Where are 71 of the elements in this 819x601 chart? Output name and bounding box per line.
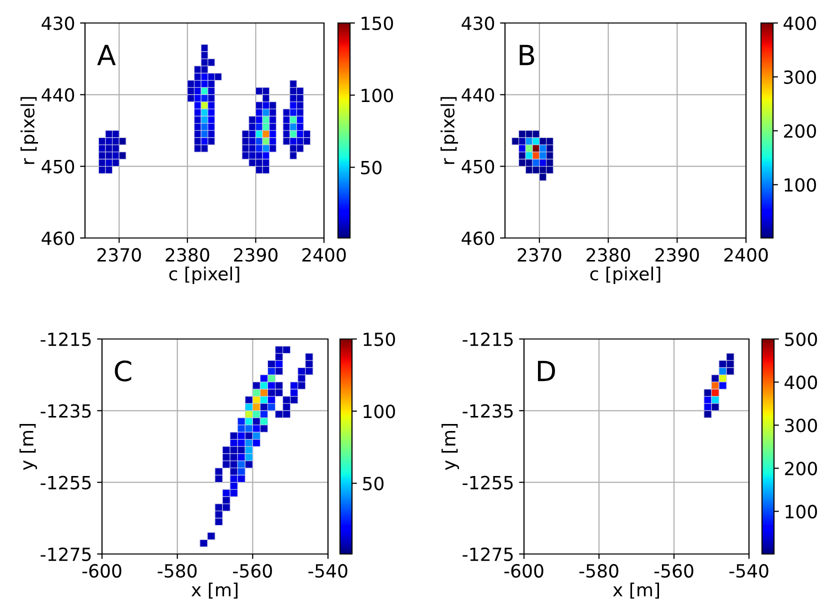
color-bar-label: 300 xyxy=(784,70,816,84)
y-tick-label: 450 xyxy=(462,160,494,174)
y-tick-label: -1275 xyxy=(462,547,513,562)
point xyxy=(532,158,540,167)
x-tick-label: 2370 xyxy=(518,248,562,262)
point xyxy=(704,388,712,397)
point xyxy=(525,158,533,167)
y-tick-label: 450 xyxy=(42,160,74,174)
y-axis-title: y [m] xyxy=(20,424,38,470)
y-axis-title: r [pixel] xyxy=(440,97,458,164)
color-bar-label: 50 xyxy=(361,160,382,174)
annotation: C xyxy=(114,360,132,382)
annotation: A xyxy=(97,44,116,66)
x-tick-label: -600 xyxy=(82,564,122,578)
y-tick-label: -1235 xyxy=(462,404,513,418)
y-tick-label: 430 xyxy=(42,16,74,30)
y-tick-label: 440 xyxy=(462,88,494,102)
x-tick-label: 2390 xyxy=(655,248,699,262)
x-axis-title: c [pixel] xyxy=(169,266,240,284)
point xyxy=(539,137,547,146)
y-tick-label: 440 xyxy=(42,88,74,102)
x-tick-label: 2380 xyxy=(166,248,210,262)
y-axis-title: y [m] xyxy=(442,424,460,470)
x-tick-label: -540 xyxy=(308,564,348,578)
y-tick-label: -1235 xyxy=(40,404,91,418)
x-tick-label: -560 xyxy=(233,564,272,578)
color-bar-label: 100 xyxy=(364,404,395,418)
color-bar-label: 200 xyxy=(784,124,816,138)
y-tick-label: -1215 xyxy=(462,332,513,346)
color-bar-label: 50 xyxy=(363,476,384,490)
point xyxy=(532,137,540,146)
color-bar-label: 300 xyxy=(785,418,817,432)
y-tick-label: -1255 xyxy=(462,476,513,490)
x-tick-label: 2370 xyxy=(97,248,141,262)
point xyxy=(711,388,720,397)
point xyxy=(539,158,547,167)
x-tick-label: 2400 xyxy=(724,248,768,262)
y-tick-label: -1215 xyxy=(40,332,91,346)
y-tick-label: 460 xyxy=(42,231,74,246)
x-axis-title: x [m] xyxy=(612,582,659,599)
color-bar-label: 400 xyxy=(784,16,816,30)
y-tick-label: 430 xyxy=(462,16,494,30)
point xyxy=(718,367,727,376)
x-axis-title: c [pixel] xyxy=(590,266,660,284)
color-bar-label: 150 xyxy=(364,332,395,346)
color-bar-label: 100 xyxy=(362,88,393,102)
y-tick-label: 460 xyxy=(462,231,494,246)
x-tick-label: 2380 xyxy=(586,248,630,262)
x-tick-label: -600 xyxy=(504,564,544,578)
point xyxy=(726,367,734,376)
x-tick-label: -580 xyxy=(158,564,197,578)
x-axis-title: x [m] xyxy=(191,582,238,599)
color-bar-label: 200 xyxy=(785,462,817,476)
color-bar-label: 150 xyxy=(362,16,393,30)
x-tick-label: 2400 xyxy=(302,248,346,262)
x-tick-label: -560 xyxy=(654,564,694,578)
x-tick-label: -580 xyxy=(579,564,618,578)
annotation: D xyxy=(538,360,555,382)
point xyxy=(704,410,712,418)
color-bar-label: 400 xyxy=(784,376,817,390)
point xyxy=(512,137,520,146)
x-tick-label: 2390 xyxy=(234,248,278,262)
y-tick-label: -1255 xyxy=(40,476,91,490)
color-bar-label: 100 xyxy=(786,504,817,518)
annotation: B xyxy=(520,44,534,66)
point xyxy=(525,137,533,146)
y-tick-label: -1275 xyxy=(40,547,91,562)
x-tick-label: -540 xyxy=(729,564,768,578)
color-bar-label: 500 xyxy=(785,332,817,346)
y-axis-title: r [pixel] xyxy=(20,97,38,164)
color-bar-label: 100 xyxy=(784,178,816,192)
